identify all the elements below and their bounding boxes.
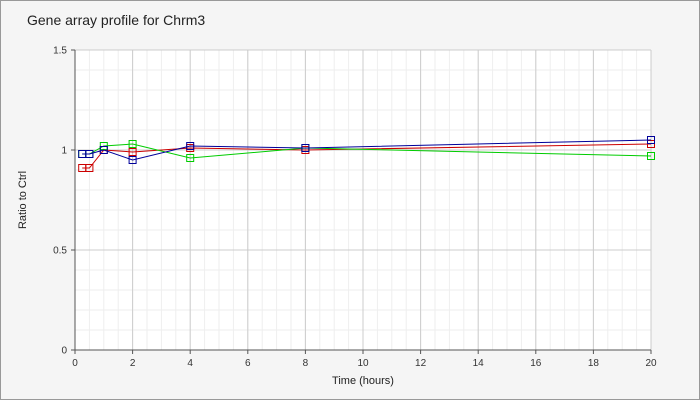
series-layer (78, 136, 655, 172)
y-axis-label: Ratio to Ctrl (17, 171, 29, 229)
x-tick-label: 18 (588, 358, 600, 369)
series-line (82, 139, 652, 161)
x-tick-label: 20 (645, 358, 657, 369)
data-point-marker (128, 156, 137, 164)
x-tick-label: 16 (530, 358, 542, 369)
x-tick-label: 10 (357, 358, 369, 369)
data-point-marker (186, 142, 195, 150)
x-axis-label: Time (hours) (332, 375, 394, 387)
x-tick-label: 8 (303, 358, 309, 369)
x-tick-label: 12 (415, 358, 427, 369)
x-axis-ticks: 0 2 4 6 8 10 12 14 16 18 20 (72, 350, 657, 369)
data-point-marker (128, 148, 137, 156)
x-tick-label: 4 (187, 358, 193, 369)
data-point-marker (301, 144, 310, 152)
y-tick-label: 1 (61, 146, 67, 157)
x-tick-label: 14 (473, 358, 485, 369)
data-point-marker (186, 154, 195, 162)
data-point-marker (99, 146, 108, 154)
y-tick-label: 1.5 (53, 46, 67, 57)
y-tick-label: 0.5 (53, 246, 67, 257)
data-point-marker (647, 136, 655, 144)
y-tick-label: 0 (61, 346, 67, 357)
data-point-marker (85, 150, 94, 158)
series-3 (78, 136, 655, 164)
data-point-marker (85, 164, 94, 172)
chart-title: Gene array profile for Chrm3 (27, 12, 206, 28)
x-tick-label: 0 (72, 358, 78, 369)
series-line (82, 143, 652, 169)
x-tick-label: 6 (245, 358, 251, 369)
y-axis-ticks: 0 0.5 1 1.5 (53, 46, 75, 357)
data-point-marker (647, 152, 655, 160)
x-tick-label: 2 (130, 358, 136, 369)
data-point-marker (128, 140, 137, 148)
